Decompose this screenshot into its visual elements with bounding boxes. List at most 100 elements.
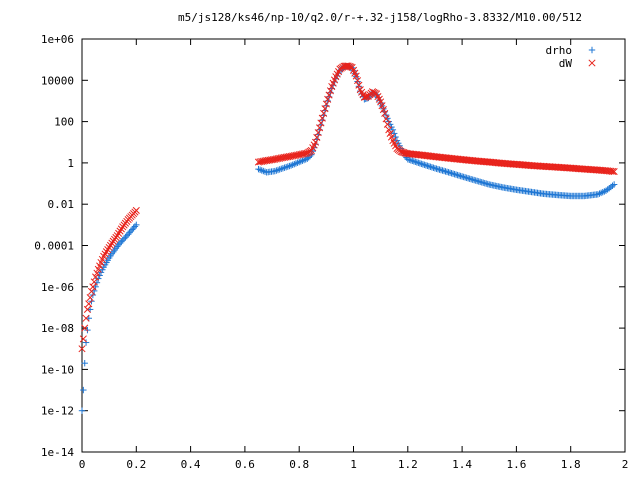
- point-drho: [602, 187, 610, 194]
- point-drho: [284, 163, 291, 170]
- y-axis: 1e-14 1e-12 1e-10 1e-08 1e-06 0.0001 0.01 1 100 1…: [34, 33, 625, 459]
- legend-label-drho: drho: [546, 44, 573, 57]
- point-drho: [129, 226, 136, 233]
- point-dW: [610, 168, 618, 176]
- x-tick-label: 1.6: [506, 458, 526, 471]
- y-tick-label: 0.01: [48, 198, 75, 211]
- point-drho: [124, 231, 132, 238]
- point-drho: [289, 161, 296, 168]
- legend-marker-dW: [588, 59, 596, 67]
- point-dW: [317, 119, 325, 127]
- point-dW: [132, 206, 140, 214]
- x-tick-label: 1.2: [398, 458, 418, 471]
- point-dW: [81, 324, 89, 332]
- point-drho: [255, 165, 262, 173]
- point-dW: [362, 93, 370, 101]
- point-drho: [281, 164, 288, 171]
- point-dW: [378, 102, 386, 110]
- point-dW: [352, 72, 360, 80]
- legend-marker-drho: [588, 46, 596, 54]
- point-dW: [105, 243, 113, 252]
- point-dW: [401, 149, 409, 157]
- point-drho: [606, 185, 613, 192]
- point-dW: [355, 81, 363, 89]
- point-drho: [604, 186, 611, 193]
- x-tick-label: 0.4: [181, 458, 201, 471]
- chart-title: m5/js128/ks46/np-10/q2.0/r-+.32-j158/log…: [178, 11, 582, 24]
- y-tick-label: 1e-06: [41, 281, 74, 294]
- point-drho: [127, 227, 135, 235]
- point-drho: [305, 154, 312, 161]
- point-drho: [416, 160, 424, 167]
- y-tick-label: 1e+06: [41, 33, 74, 46]
- point-drho: [81, 359, 88, 367]
- series-dW: [78, 62, 618, 353]
- point-dW: [313, 133, 321, 141]
- point-dW: [93, 269, 101, 277]
- point-dW: [86, 294, 94, 302]
- point-dW: [79, 335, 87, 343]
- legend-label-dW: dW: [559, 57, 573, 70]
- point-drho: [391, 130, 398, 137]
- point-dW: [83, 305, 91, 314]
- point-drho: [123, 232, 130, 239]
- point-drho: [389, 126, 397, 134]
- point-dW: [78, 345, 86, 353]
- point-drho: [294, 159, 301, 166]
- y-tick-label: 1e-08: [41, 322, 74, 335]
- point-drho: [95, 275, 102, 282]
- point-drho: [78, 407, 86, 414]
- x-tick-label: 1.8: [561, 458, 581, 471]
- point-drho: [133, 221, 140, 229]
- point-drho: [80, 386, 87, 394]
- point-dW: [104, 246, 112, 254]
- point-dW: [106, 241, 115, 249]
- point-drho: [82, 339, 90, 346]
- point-drho: [119, 237, 126, 244]
- point-drho: [407, 157, 415, 164]
- point-drho: [282, 163, 290, 171]
- point-drho: [609, 182, 616, 189]
- point-drho: [597, 189, 605, 197]
- point-dW: [360, 93, 368, 101]
- x-tick-label: 0: [79, 458, 86, 471]
- point-drho: [300, 156, 308, 164]
- point-dW: [608, 167, 617, 175]
- x-tick-label: 2: [622, 458, 629, 471]
- point-dW: [354, 77, 362, 85]
- point-drho: [278, 165, 285, 173]
- point-dW: [343, 62, 351, 70]
- x-tick-label: 1: [350, 458, 357, 471]
- y-tick-label: 100: [54, 116, 74, 129]
- y-tick-label: 1e-12: [41, 405, 74, 418]
- point-drho: [415, 159, 422, 167]
- point-drho: [286, 162, 293, 170]
- point-dW: [85, 300, 93, 308]
- point-drho: [276, 166, 283, 173]
- point-dW: [377, 98, 385, 106]
- y-tick-label: 0.0001: [34, 240, 74, 253]
- point-drho: [607, 183, 615, 191]
- point-dW: [379, 105, 387, 114]
- point-dW: [321, 105, 329, 113]
- y-tick-label: 1e-14: [41, 446, 74, 459]
- point-dW: [102, 248, 110, 256]
- point-drho: [299, 157, 306, 164]
- x-tick-label: 0.8: [289, 458, 309, 471]
- point-dW: [322, 100, 330, 108]
- point-drho: [412, 158, 419, 166]
- point-drho: [116, 239, 124, 247]
- point-dW: [82, 314, 90, 322]
- point-drho: [409, 157, 416, 164]
- point-drho: [118, 238, 125, 245]
- point-drho: [131, 223, 139, 230]
- point-drho: [126, 229, 133, 236]
- point-dW: [116, 227, 124, 235]
- point-dW: [92, 273, 100, 281]
- point-drho: [392, 133, 399, 141]
- point-dW: [320, 109, 328, 117]
- point-drho: [406, 156, 413, 163]
- point-dW: [400, 149, 408, 157]
- y-tick-label: 1: [67, 157, 74, 170]
